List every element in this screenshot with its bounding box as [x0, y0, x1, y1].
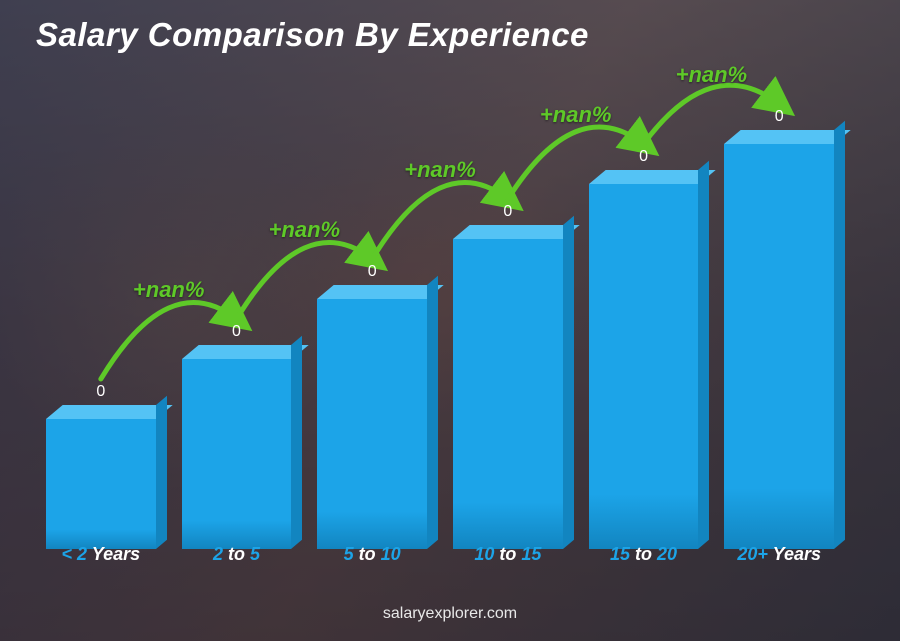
bar-front-face	[724, 144, 834, 549]
bar-top-face	[724, 130, 850, 144]
bar-value-label: 0	[503, 203, 512, 221]
x-axis-label: 5 to 10	[317, 544, 427, 565]
bars-container: 0 0 0 0 0 0	[40, 70, 840, 535]
x-axis-label: 10 to 15	[453, 544, 563, 565]
chart-title: Salary Comparison By Experience	[36, 16, 589, 54]
bar-side-face	[563, 216, 574, 549]
bar-side-face	[698, 161, 709, 549]
bar-side-face	[291, 336, 302, 549]
x-axis-label: 20+ Years	[724, 544, 834, 565]
x-labels-row: < 2 Years 2 to 5 5 to 10 10 to 15 15 to 20 20…	[40, 544, 840, 565]
bar	[317, 285, 427, 535]
bar-value-label: 0	[232, 323, 241, 341]
bar-front-face	[46, 419, 156, 549]
bar-top-face	[317, 285, 443, 299]
bar-top-face	[453, 225, 579, 239]
bar-top-face	[589, 170, 715, 184]
bar-slot: 0	[317, 263, 427, 535]
bar-slot: 0	[453, 203, 563, 535]
bar-front-face	[182, 359, 292, 549]
bar	[589, 170, 699, 535]
bar-side-face	[156, 396, 167, 549]
chart-area: +nan%+nan%+nan%+nan%+nan% 000000 < 2 Yea…	[40, 70, 840, 565]
bar-front-face	[317, 299, 427, 549]
footer-attribution: salaryexplorer.com	[0, 605, 900, 623]
bar	[182, 345, 292, 535]
bar	[453, 225, 563, 535]
bar-side-face	[427, 276, 438, 549]
bar-slot: 0	[724, 108, 834, 535]
x-axis-label: < 2 Years	[46, 544, 156, 565]
bar-slot: 0	[46, 383, 156, 535]
x-axis-label: 2 to 5	[182, 544, 292, 565]
bar-slot: 0	[589, 148, 699, 535]
bar-top-face	[182, 345, 308, 359]
bar-value-label: 0	[96, 383, 105, 401]
bar-front-face	[589, 184, 699, 549]
bar-value-label: 0	[368, 263, 377, 281]
bar-front-face	[453, 239, 563, 549]
bar-slot: 0	[182, 323, 292, 535]
bar-side-face	[834, 121, 845, 549]
bar	[724, 130, 834, 535]
bar-value-label: 0	[775, 108, 784, 126]
bar-value-label: 0	[639, 148, 648, 166]
x-axis-label: 15 to 20	[589, 544, 699, 565]
chart-canvas: Salary Comparison By Experience Average …	[0, 0, 900, 641]
bar	[46, 405, 156, 535]
bar-top-face	[46, 405, 172, 419]
